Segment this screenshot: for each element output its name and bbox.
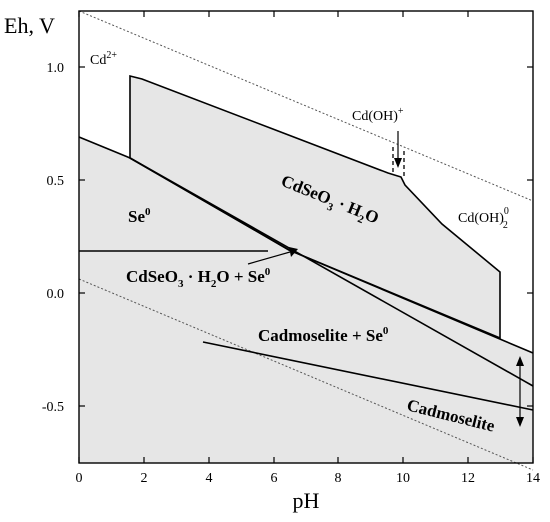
x-axis-label: pH	[293, 488, 320, 513]
x-tick-label: 2	[141, 471, 148, 486]
x-tick-label: 6	[271, 471, 278, 486]
se0-cdseo3-boundary	[129, 157, 534, 387]
lower-shaded-region	[79, 137, 533, 463]
cd2-label: Cd2+	[90, 50, 117, 68]
cdoh-arrow-head	[394, 158, 402, 168]
y-tick-label: 0.5	[47, 174, 65, 189]
x-tick-label: 12	[461, 471, 475, 486]
x-tick-label: 10	[396, 471, 410, 486]
double-arrow-head-top	[516, 356, 524, 366]
x-tick-label: 4	[206, 471, 213, 486]
y-tick-label: 1.0	[47, 61, 65, 76]
y-tick-label: 0.0	[47, 287, 65, 302]
y-tick-marks	[79, 66, 533, 407]
x-tick-label: 8	[335, 471, 342, 486]
se0-upper-boundary	[78, 136, 534, 354]
cdoh-label: Cd(OH)+	[352, 106, 404, 124]
mix-arrow-shaft	[247, 251, 291, 265]
se0-label: Se0	[128, 206, 151, 226]
cdseo3-h2o-se0-label: CdSeO3 · H2O + Se0	[126, 266, 271, 290]
cadmoselite-boundary	[202, 341, 534, 411]
mix-arrow-head	[289, 247, 298, 257]
plot-frame	[78, 10, 534, 464]
x-tick-marks	[78, 11, 534, 463]
cdoh2-label: Cd(OH)0 2	[458, 206, 509, 231]
cadmoselite-se0-label: Cadmoselite + Se0	[258, 325, 389, 345]
x-tick-label: 14	[526, 471, 540, 486]
double-arrow-head-bottom	[516, 417, 524, 427]
y-axis-label: Eh, V	[4, 13, 55, 38]
y-tick-label: -0.5	[42, 400, 64, 415]
x-tick-label: 0	[76, 471, 83, 486]
